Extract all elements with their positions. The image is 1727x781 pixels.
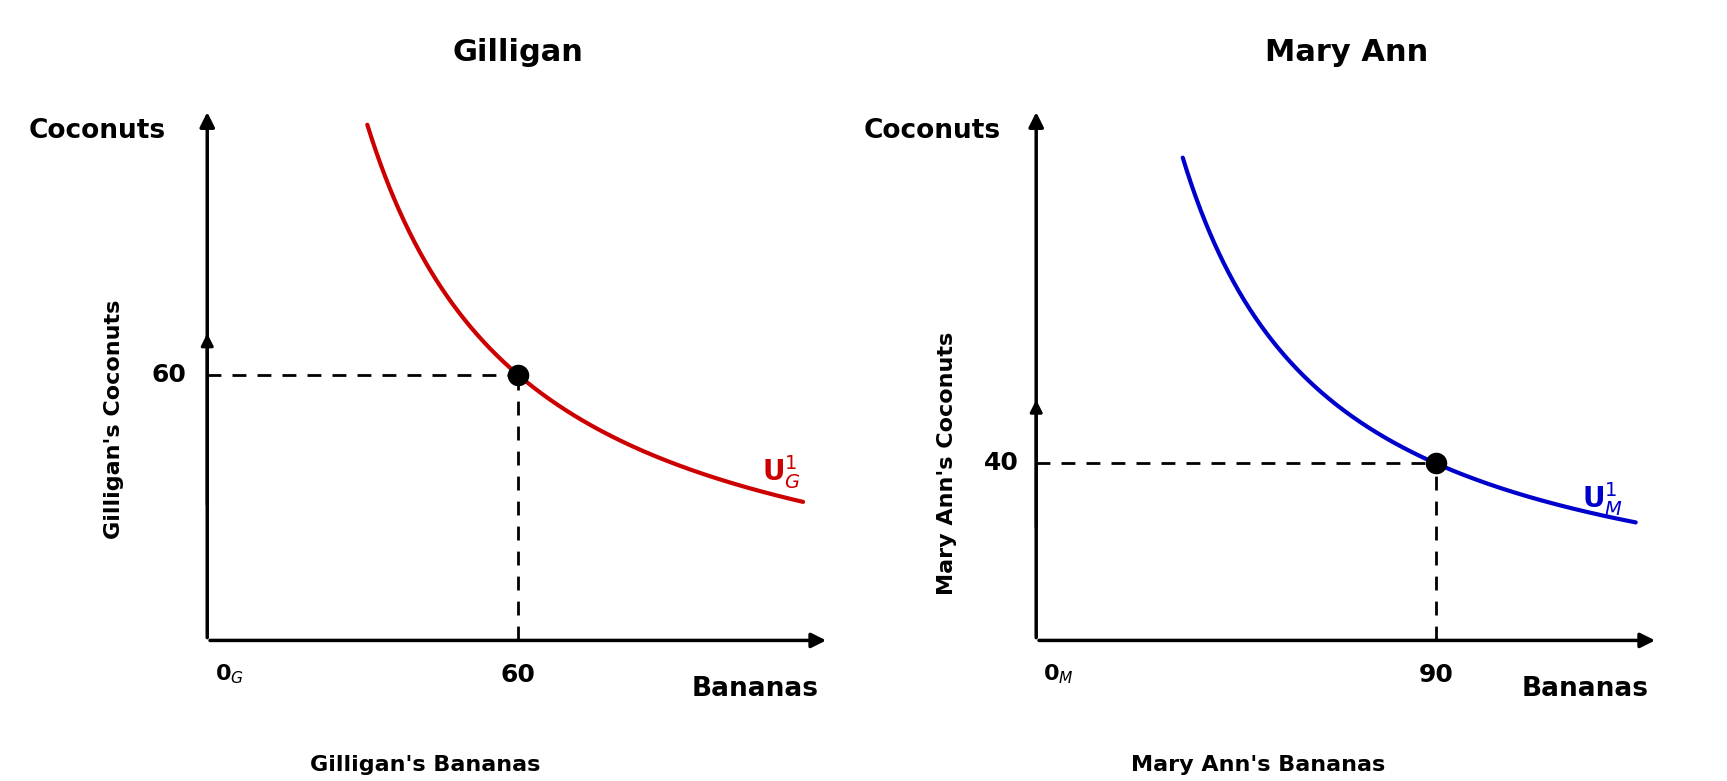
Point <box>1421 457 1449 469</box>
Text: 0$_M$: 0$_M$ <box>1043 662 1074 686</box>
Text: U$^1_G$: U$^1_G$ <box>762 453 801 491</box>
Text: Mary Ann's Coconuts: Mary Ann's Coconuts <box>938 332 957 595</box>
Text: 60: 60 <box>501 662 535 686</box>
Text: Coconuts: Coconuts <box>29 118 166 144</box>
Text: Bananas: Bananas <box>1521 676 1649 702</box>
Text: Bananas: Bananas <box>691 676 819 702</box>
Text: Gilligan's Bananas: Gilligan's Bananas <box>309 755 541 776</box>
Text: Gilligan's Coconuts: Gilligan's Coconuts <box>104 299 124 539</box>
Text: Mary Ann's Bananas: Mary Ann's Bananas <box>1131 755 1385 776</box>
Point <box>504 369 532 381</box>
Text: 60: 60 <box>152 363 187 387</box>
Text: Gilligan: Gilligan <box>452 37 584 67</box>
Text: Mary Ann: Mary Ann <box>1266 37 1428 67</box>
Text: 90: 90 <box>1418 662 1454 686</box>
Text: Coconuts: Coconuts <box>864 118 1000 144</box>
Text: 40: 40 <box>984 451 1019 476</box>
Text: U$^1_M$: U$^1_M$ <box>1582 480 1623 518</box>
Text: 0$_G$: 0$_G$ <box>214 662 244 686</box>
